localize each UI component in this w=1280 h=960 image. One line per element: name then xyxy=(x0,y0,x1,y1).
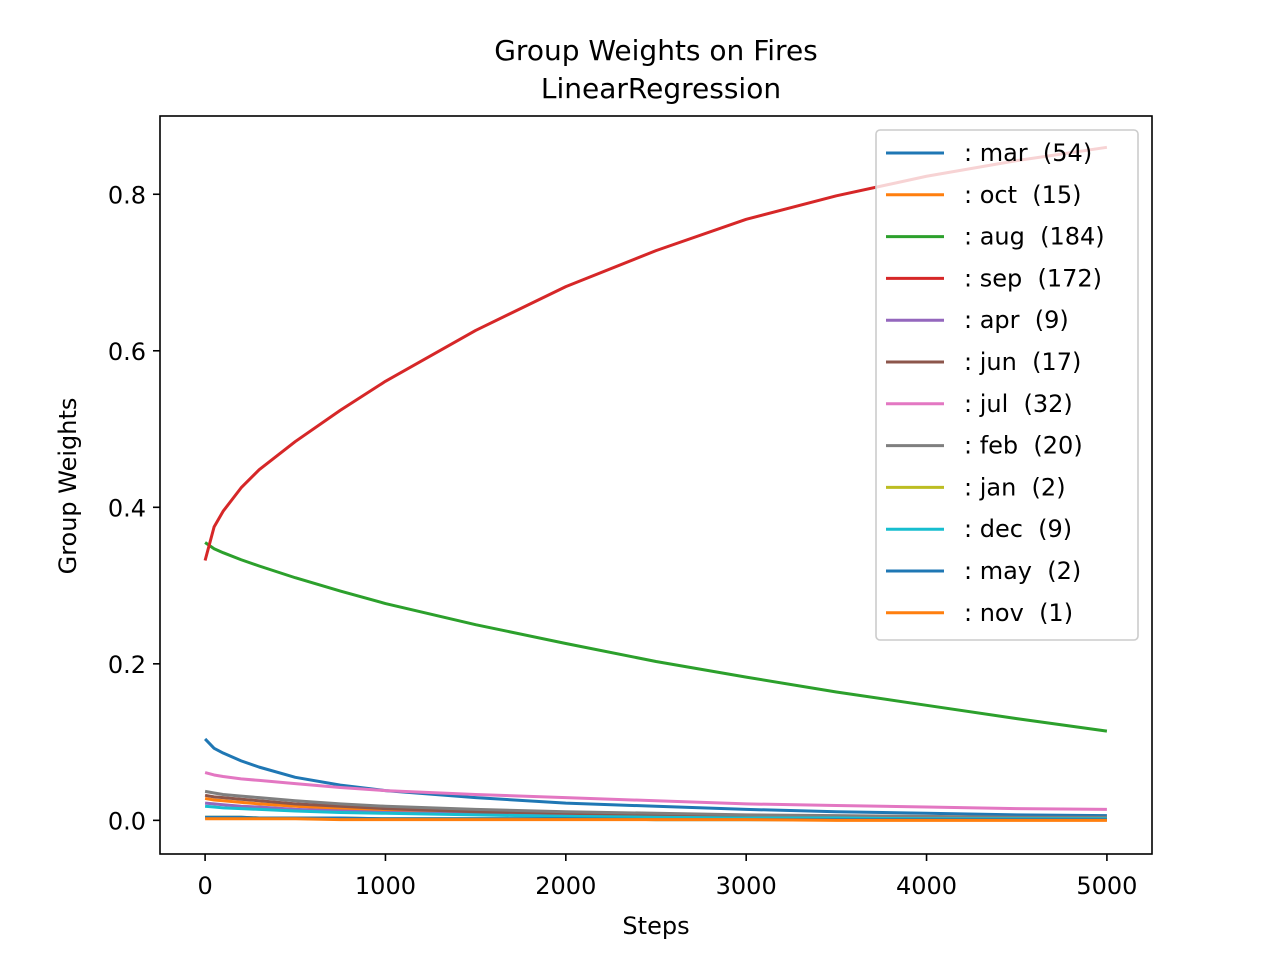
x-tick-label: 1000 xyxy=(355,872,416,900)
x-axis-ticks: 0 1000 2000 3000 4000 5000 xyxy=(197,854,1137,900)
x-tick-label: 4000 xyxy=(896,872,957,900)
legend-entry: : nov (1) xyxy=(964,599,1073,627)
series-line-0 xyxy=(204,737,1107,818)
legend-entry: : aug (184) xyxy=(964,223,1105,251)
y-tick-label: 0.2 xyxy=(108,651,146,679)
chart-title: Group Weights on Fires xyxy=(494,34,818,67)
legend-entry: : jun (17) xyxy=(964,348,1081,376)
legend-box xyxy=(875,129,1139,641)
legend-entry: : dec (9) xyxy=(964,515,1072,543)
legend-entry: : feb (20) xyxy=(964,432,1083,460)
y-axis-label: Group Weights xyxy=(54,398,82,575)
series-line-11 xyxy=(205,817,1107,822)
x-tick-label: 3000 xyxy=(716,872,777,900)
plot-series xyxy=(203,145,1108,822)
legend-entry: : jan (2) xyxy=(964,473,1066,501)
plot-frame xyxy=(159,115,1153,855)
legend-entry: : jul (32) xyxy=(964,390,1073,418)
legend-entry: : may (2) xyxy=(964,557,1081,585)
x-tick-label: 0 xyxy=(197,872,212,900)
y-tick-label: 0.8 xyxy=(108,181,146,209)
x-tick-label: 2000 xyxy=(535,872,596,900)
legend: : mar (54) : oct (15) : aug (184) : sep (17… xyxy=(875,129,1139,641)
x-tick-label: 5000 xyxy=(1076,872,1137,900)
series-line-2 xyxy=(204,541,1108,733)
y-tick-label: 0.4 xyxy=(108,494,146,522)
legend-entry: : sep (172) xyxy=(964,264,1102,292)
y-axis-ticks: 0.0 0.2 0.4 0.6 0.8 xyxy=(108,181,160,835)
chart-subtitle: LinearRegression xyxy=(541,72,781,105)
series-line-6 xyxy=(204,771,1107,811)
legend-entry: : mar (54) xyxy=(964,139,1092,167)
legend-entry: : oct (15) xyxy=(964,181,1082,209)
y-tick-label: 0.6 xyxy=(108,338,146,366)
legend-entry: : apr (9) xyxy=(964,306,1069,334)
x-axis-label: Steps xyxy=(622,912,689,940)
y-tick-label: 0.0 xyxy=(108,807,146,835)
series-line-7 xyxy=(204,789,1107,819)
